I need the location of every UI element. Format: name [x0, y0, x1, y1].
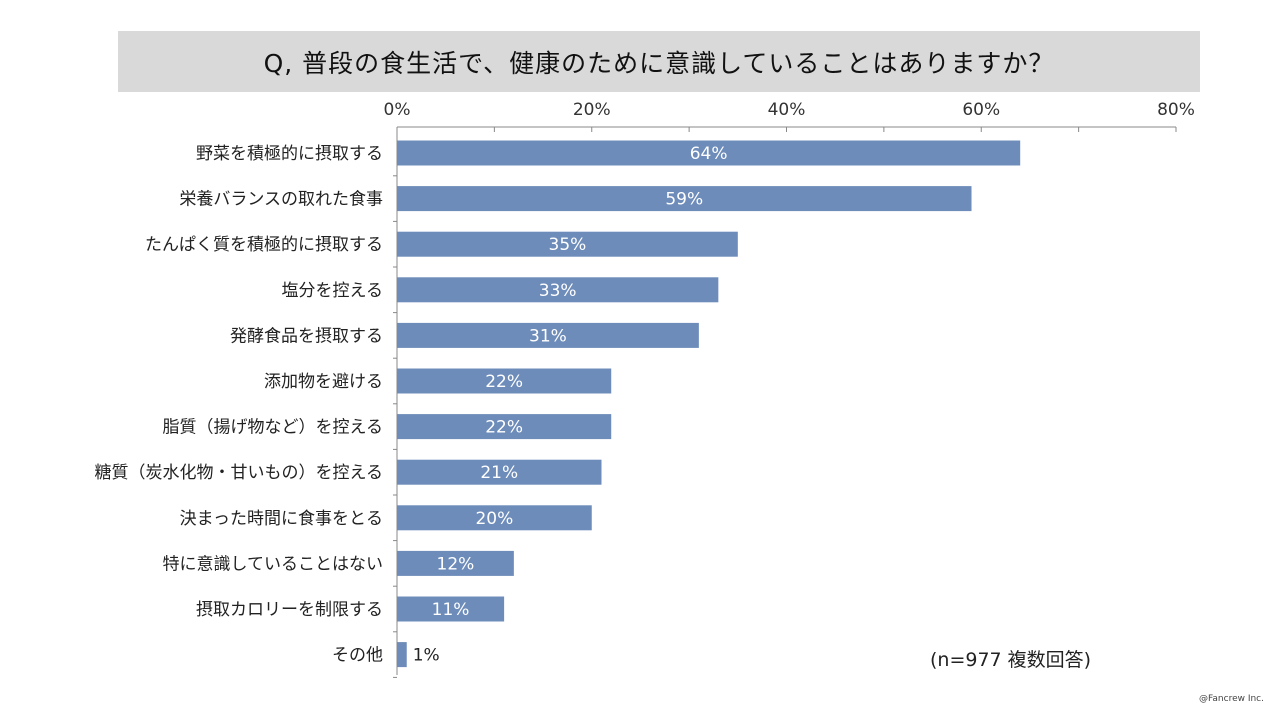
data-label: 22% — [485, 372, 523, 392]
bar — [397, 368, 612, 394]
sample-note: (n=977 複数回答) — [930, 649, 1092, 671]
category-label: 栄養バランスの取れた食事 — [179, 190, 383, 210]
data-label: 1% — [413, 646, 440, 666]
x-tick-label: 0% — [384, 100, 411, 120]
x-tick-label: 60% — [962, 100, 1000, 120]
category-label: 糖質（炭水化物・甘いもの）を控える — [95, 463, 384, 483]
bar — [397, 550, 514, 576]
bar — [397, 459, 602, 485]
category-label: 脂質（揚げ物など）を控える — [163, 418, 384, 438]
copyright: @Fancrew Inc. — [1199, 694, 1264, 704]
data-label: 12% — [437, 554, 475, 574]
data-label: 31% — [529, 326, 567, 346]
category-label: 添加物を避ける — [264, 372, 383, 392]
bar — [397, 140, 1021, 166]
bar — [397, 642, 407, 668]
category-label: 特に意識していることはない — [163, 554, 384, 574]
category-label: 野菜を積極的に摂取する — [196, 144, 383, 164]
data-label: 33% — [539, 281, 577, 301]
x-tick-label: 20% — [573, 100, 611, 120]
data-label: 22% — [485, 418, 523, 438]
x-tick-label: 80% — [1157, 100, 1195, 120]
category-label: 塩分を控える — [282, 281, 384, 301]
bar — [397, 231, 738, 257]
data-label: 64% — [690, 144, 728, 164]
category-label: たんぱく質を積極的に摂取する — [145, 235, 383, 255]
bar — [397, 322, 699, 348]
category-label: その他 — [332, 646, 383, 666]
chart-title: Q, 普段の食生活で、健康のために意識していることはありますか？ — [263, 48, 1055, 78]
data-label: 35% — [549, 235, 587, 255]
data-label: 11% — [432, 600, 470, 620]
data-label: 59% — [665, 190, 703, 210]
data-label: 21% — [480, 463, 518, 483]
bar — [397, 277, 719, 303]
title-bar: Q, 普段の食生活で、健康のために意識していることはありますか？ — [118, 31, 1200, 92]
x-tick-label: 40% — [768, 100, 806, 120]
bar — [397, 186, 972, 212]
category-label: 決まった時間に食事をとる — [180, 509, 383, 529]
category-label: 摂取カロリーを制限する — [196, 600, 383, 620]
bar — [397, 505, 592, 531]
category-label: 発酵食品を摂取する — [230, 326, 383, 346]
bar — [397, 414, 612, 440]
bar — [397, 596, 505, 622]
data-label: 20% — [475, 509, 513, 529]
